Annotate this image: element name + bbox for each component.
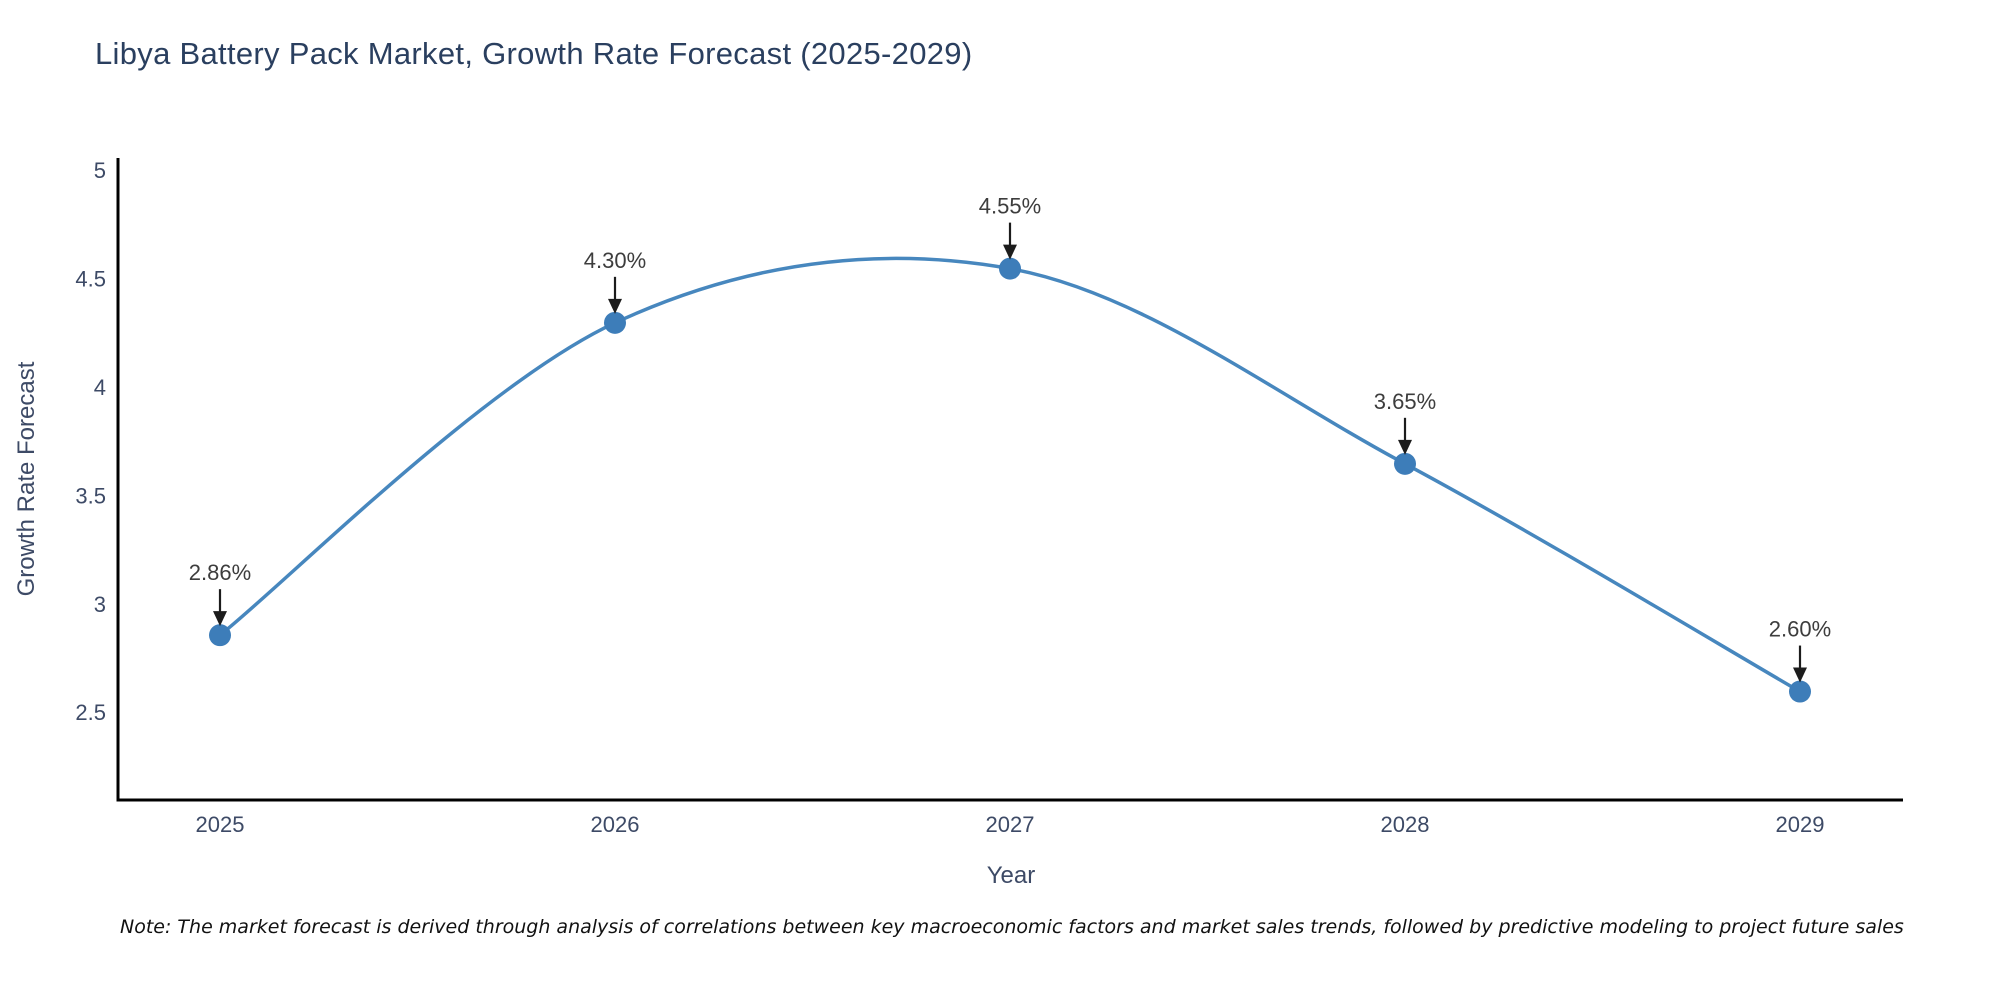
y-tick-label: 5 <box>94 158 106 183</box>
x-tick-label: 2029 <box>1776 812 1825 837</box>
annotation-arrow-head <box>1003 244 1017 260</box>
data-label: 4.30% <box>584 248 646 273</box>
annotation-arrow-head <box>213 611 227 627</box>
forecast-line <box>218 256 1801 694</box>
annotation-arrow-head <box>1398 439 1412 455</box>
x-tick-label: 2025 <box>196 812 245 837</box>
annotation-arrow-head <box>608 298 622 314</box>
annotation-arrow-head <box>1793 667 1807 683</box>
y-tick-label: 3.5 <box>75 483 106 508</box>
data-point-2027[interactable] <box>999 257 1021 280</box>
x-tick-label: 2027 <box>986 812 1035 837</box>
data-label: 2.86% <box>189 560 251 585</box>
x-axis-title: Year <box>986 862 1036 889</box>
data-label: 4.55% <box>979 194 1041 219</box>
chart-title: Libya Battery Pack Market, Growth Rate F… <box>95 36 973 71</box>
data-point-2029[interactable] <box>1789 680 1811 703</box>
y-tick-label: 2.5 <box>75 700 106 725</box>
x-tick-label: 2028 <box>1381 812 1430 837</box>
data-label: 3.65% <box>1374 389 1436 414</box>
data-label: 2.60% <box>1769 617 1831 642</box>
data-point-2028[interactable] <box>1394 452 1416 475</box>
data-point-2025[interactable] <box>209 624 231 647</box>
footnote: Note: The market forecast is derived thr… <box>120 916 1904 938</box>
data-point-2026[interactable] <box>604 311 626 334</box>
y-axis-title: Growth Rate Forecast <box>13 361 40 597</box>
y-tick-label: 3 <box>94 592 106 617</box>
y-tick-label: 4.5 <box>75 266 106 291</box>
x-tick-label: 2026 <box>591 812 640 837</box>
y-tick-label: 4 <box>94 375 106 400</box>
